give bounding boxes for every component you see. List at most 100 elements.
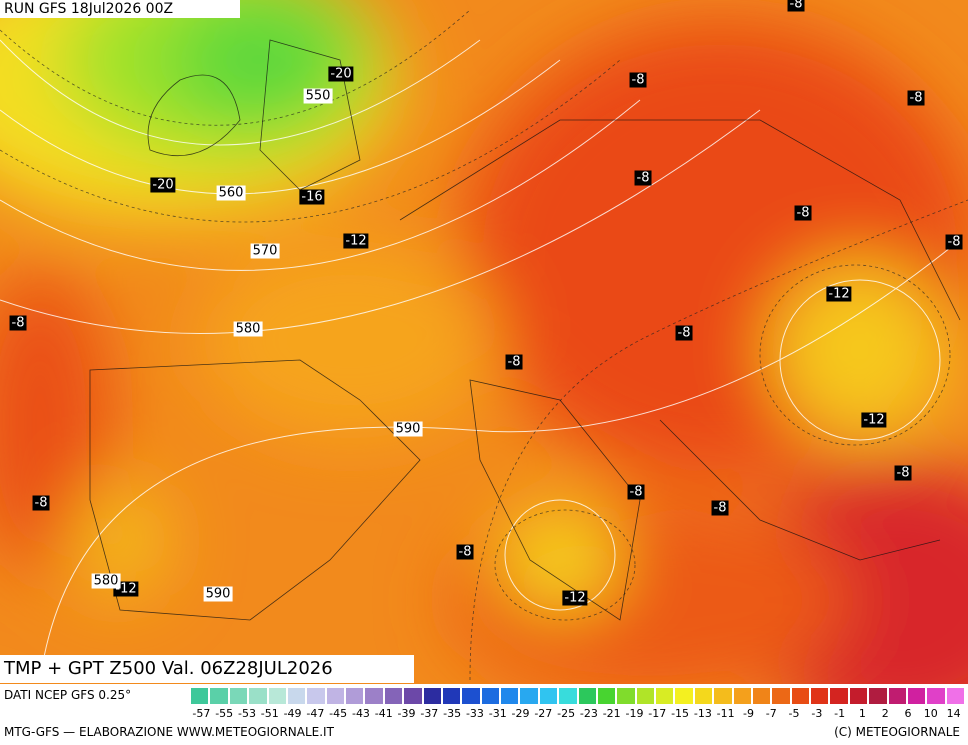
color-swatch (461, 687, 481, 705)
color-swatch (829, 687, 849, 705)
scale-label: -23 (579, 707, 598, 720)
color-swatch (286, 687, 307, 705)
color-swatch (480, 687, 500, 705)
color-swatch (926, 687, 946, 705)
color-swatch (732, 687, 752, 705)
color-swatch (306, 687, 326, 705)
scale-label: -45 (329, 707, 348, 720)
map-caption: TMP + GPT Z500 Val. 06Z28JUL2026 (0, 655, 414, 683)
color-swatch (519, 687, 539, 705)
scale-label: 6 (904, 707, 912, 720)
scale-label: 10 (923, 707, 938, 720)
color-swatch (190, 687, 210, 705)
color-swatch (635, 687, 655, 705)
scale-label: 14 (946, 707, 961, 720)
color-swatch (577, 687, 597, 705)
temperature-label: -8 (627, 484, 645, 500)
color-swatch (325, 687, 345, 705)
scale-label: -3 (811, 707, 823, 720)
color-swatch (248, 687, 268, 705)
temperature-label: -8 (32, 495, 50, 511)
scale-label: -39 (397, 707, 416, 720)
color-swatch (383, 687, 404, 705)
color-swatch (500, 687, 520, 705)
color-swatch (713, 687, 733, 705)
color-swatch (887, 687, 907, 705)
scale-label: -41 (374, 707, 393, 720)
scale-label: -17 (648, 707, 667, 720)
color-swatch (364, 687, 384, 705)
temperature-label: -8 (787, 0, 805, 12)
temperature-label: -12 (826, 286, 852, 302)
scale-label: -55 (215, 707, 234, 720)
color-swatch (228, 687, 249, 705)
scale-label: -49 (283, 707, 302, 720)
height-label: 590 (393, 421, 423, 437)
scale-label: -7 (765, 707, 777, 720)
color-swatch (906, 687, 927, 705)
temperature-label: -8 (945, 234, 963, 250)
scale-label: -57 (192, 707, 211, 720)
color-swatch (209, 687, 229, 705)
temperature-label: -12 (861, 412, 887, 428)
temperature-label: -12 (562, 590, 588, 606)
temperature-label: -8 (456, 544, 474, 560)
color-swatch (345, 687, 365, 705)
color-swatch (441, 687, 462, 705)
color-swatch (945, 687, 965, 705)
scale-label: -21 (602, 707, 621, 720)
scale-label: -43 (351, 707, 370, 720)
height-label: 580 (233, 321, 263, 337)
color-swatch (655, 687, 675, 705)
footer-right: (C) METEOGIORNALE (834, 725, 960, 739)
height-label: 570 (250, 243, 280, 259)
color-swatch (674, 687, 694, 705)
color-swatch (790, 687, 810, 705)
scale-label: -1 (834, 707, 846, 720)
scale-label: -13 (693, 707, 712, 720)
height-label: 580 (91, 573, 121, 589)
color-swatch (810, 687, 830, 705)
scale-label: -5 (788, 707, 800, 720)
temperature-label: -8 (634, 170, 652, 186)
scale-label: -35 (443, 707, 462, 720)
run-label: RUN GFS 18Jul2026 00Z (0, 0, 240, 18)
height-label: 550 (303, 88, 333, 104)
footer-left: MTG-GFS — ELABORAZIONE WWW.METEOGIORNALE… (4, 725, 334, 739)
scale-label: 2 (881, 707, 889, 720)
color-swatch (422, 687, 442, 705)
color-swatch (751, 687, 772, 705)
scale-label: -27 (534, 707, 553, 720)
temperature-label: -8 (629, 72, 647, 88)
height-label: 590 (203, 586, 233, 602)
scale-label: -29 (511, 707, 530, 720)
color-swatch (267, 687, 287, 705)
color-swatch (848, 687, 869, 705)
scale-label: 1 (858, 707, 866, 720)
color-swatch (538, 687, 559, 705)
color-swatch (771, 687, 791, 705)
map (0, 0, 968, 684)
temperature-label: -8 (505, 354, 523, 370)
scale-label: -47 (306, 707, 325, 720)
source-label: DATI NCEP GFS 0.25° (4, 688, 132, 702)
scale-label: -25 (557, 707, 576, 720)
color-swatch (596, 687, 617, 705)
temperature-label: -8 (675, 325, 693, 341)
scale-label: -31 (488, 707, 507, 720)
scale-label: -51 (260, 707, 279, 720)
color-swatch (868, 687, 888, 705)
color-swatch (616, 687, 636, 705)
scale-label: -37 (420, 707, 439, 720)
temperature-label: -8 (894, 465, 912, 481)
scale-label: -11 (716, 707, 735, 720)
color-swatch (403, 687, 423, 705)
temperature-label: -16 (299, 189, 325, 205)
height-label: 560 (216, 185, 246, 201)
temperature-label: -8 (794, 205, 812, 221)
scale-label: -9 (742, 707, 754, 720)
scale-label: -19 (625, 707, 644, 720)
scale-label: -15 (671, 707, 690, 720)
color-swatch (693, 687, 714, 705)
